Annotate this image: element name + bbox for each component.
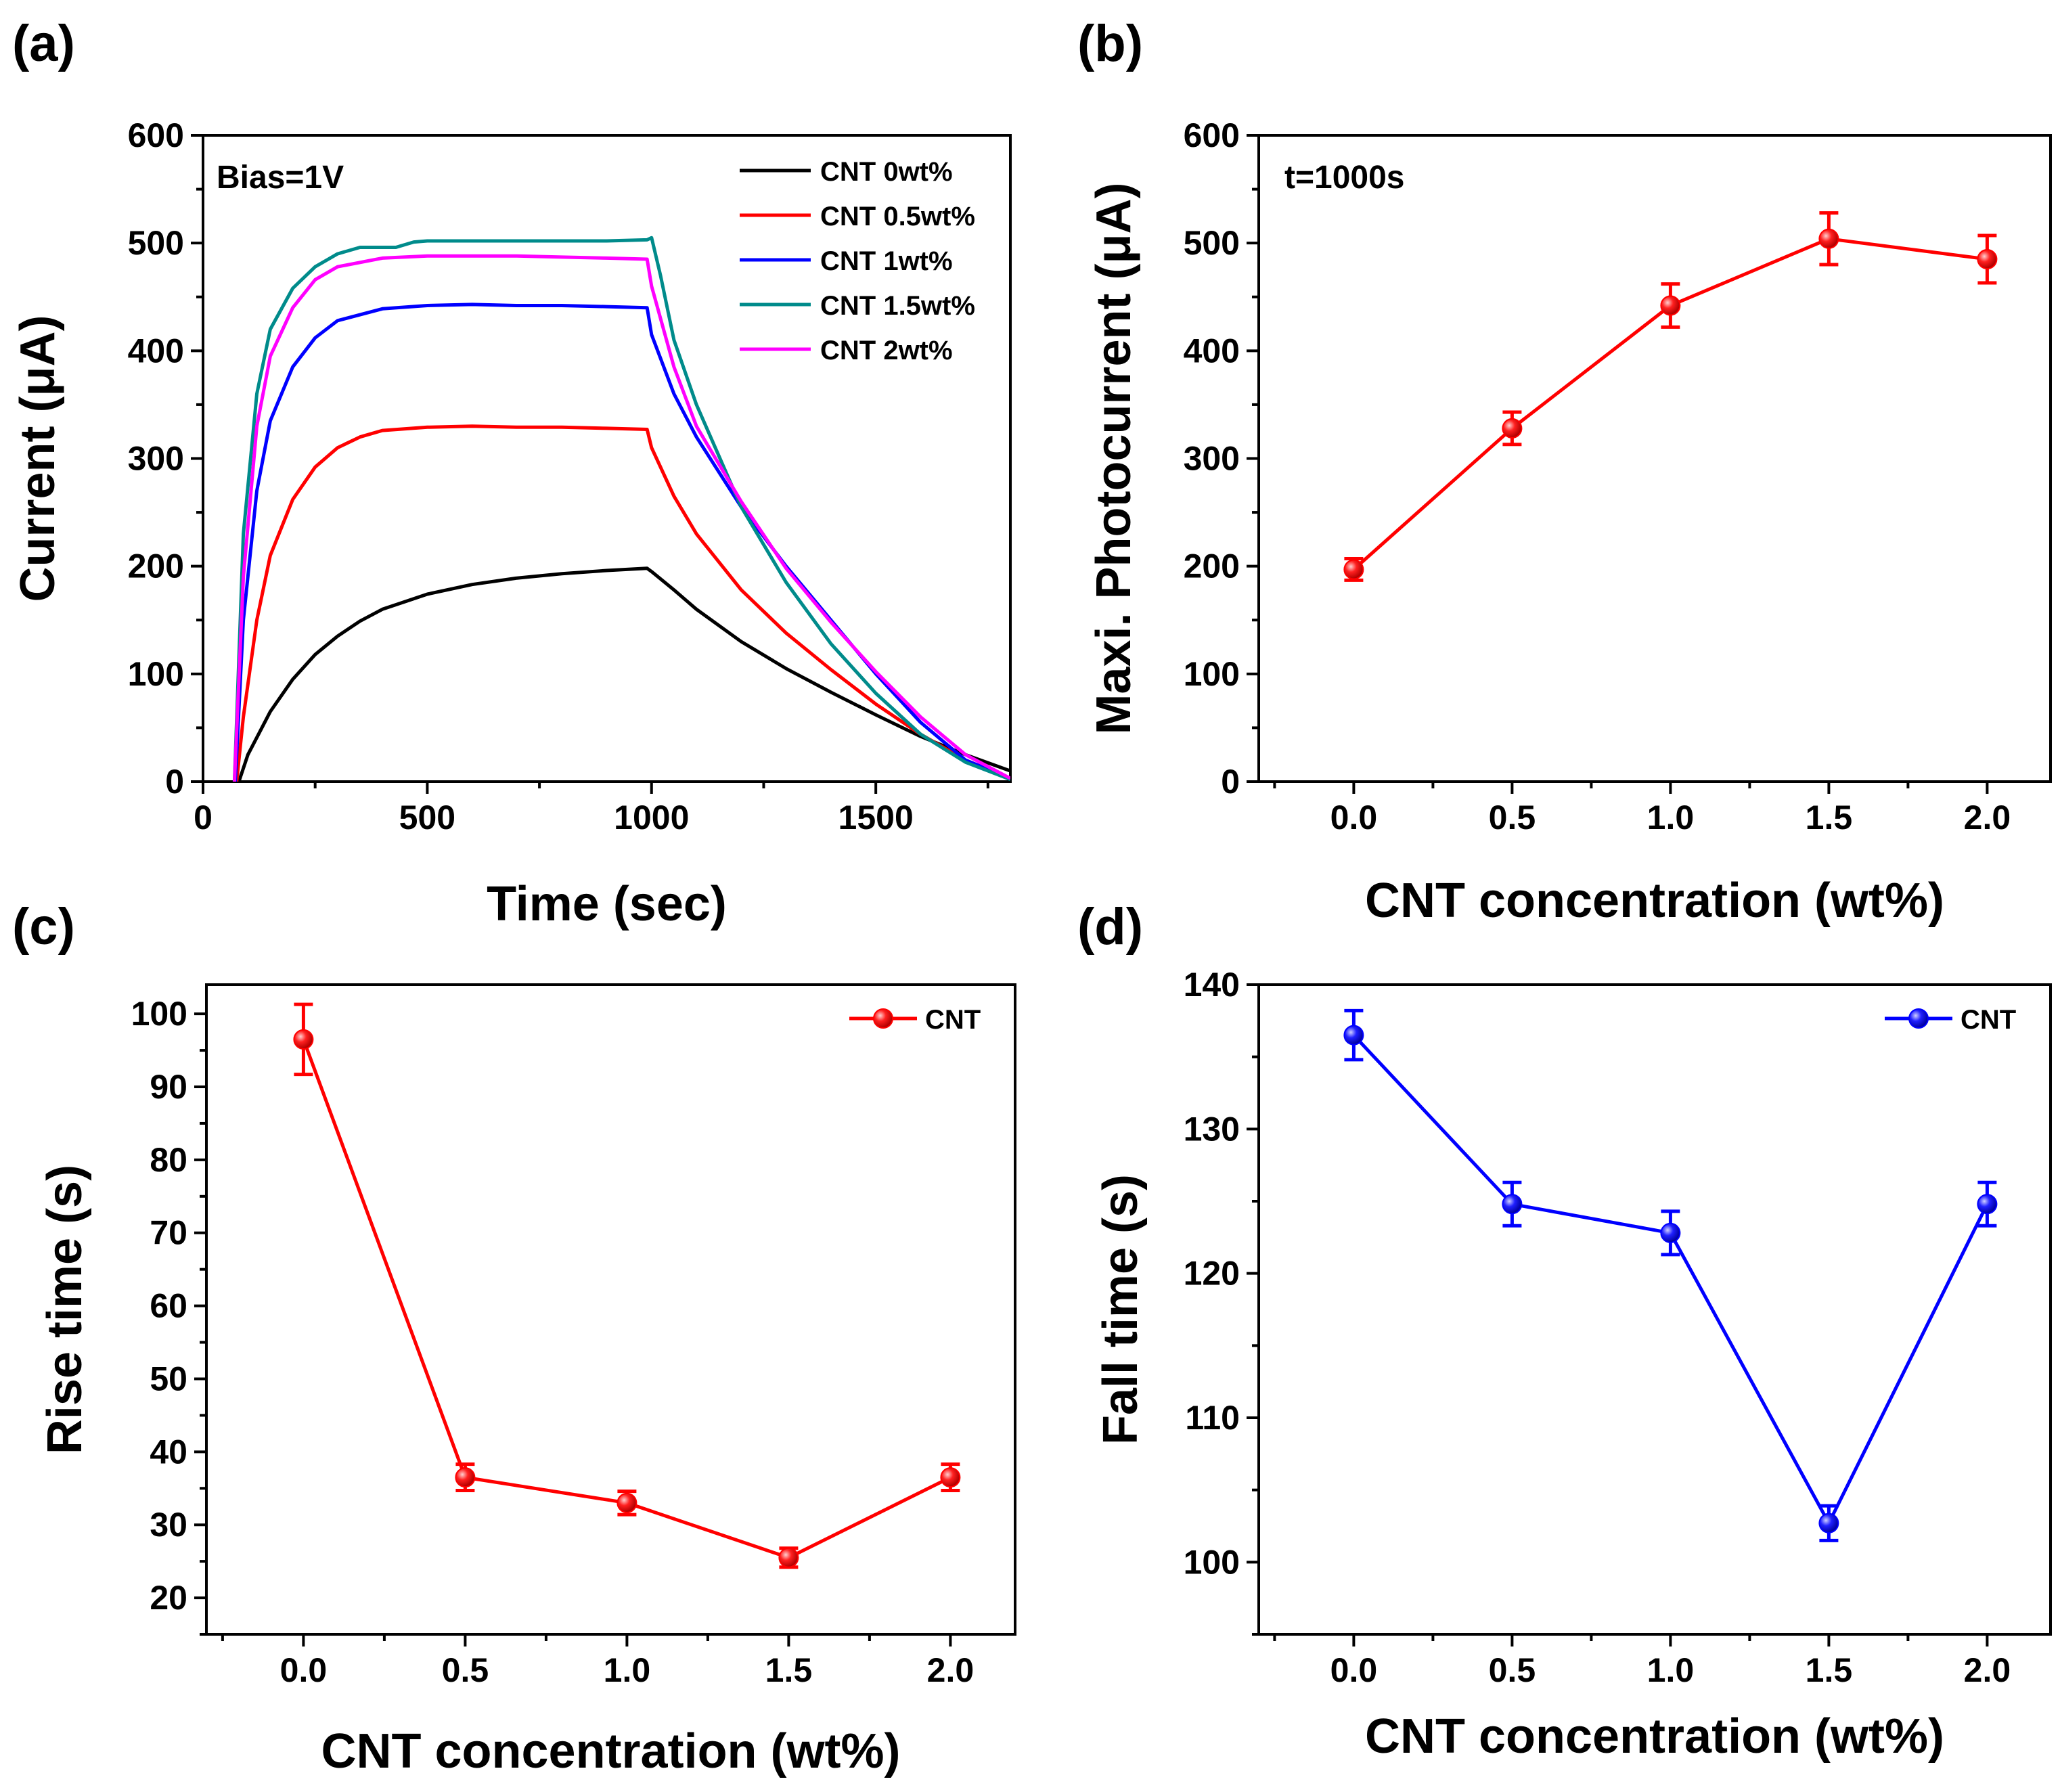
y-tick-label: 80	[150, 1141, 187, 1179]
data-point	[1660, 1222, 1681, 1243]
x-tick-label: 0	[194, 799, 212, 836]
series-line-cnt-1-5wt-	[232, 236, 1010, 782]
x-tick-label: 1.5	[765, 1651, 813, 1689]
legend-label: CNT 2wt%	[820, 336, 953, 365]
x-tick-label: 500	[399, 799, 455, 836]
y-tick-label: 0	[165, 763, 184, 801]
y-axis-title: Rise time (s)	[38, 1165, 92, 1454]
x-tick-label: 1.5	[1806, 799, 1853, 836]
x-tick-label: 2.0	[927, 1651, 975, 1689]
y-tick-label: 120	[1184, 1255, 1240, 1293]
y-tick-label: 60	[150, 1287, 187, 1325]
legend-label: CNT 0.5wt%	[820, 202, 975, 231]
legend-label: CNT	[1961, 1005, 2016, 1035]
data-point	[1343, 559, 1364, 580]
y-tick-label: 40	[150, 1433, 187, 1471]
panel-label: (a)	[12, 15, 75, 72]
x-tick-label: 0.0	[1330, 1651, 1378, 1689]
y-tick-label: 130	[1184, 1110, 1240, 1148]
y-tick-label: 50	[150, 1360, 187, 1397]
data-point	[1977, 1194, 1998, 1215]
x-axis-title: Time (sec)	[487, 877, 727, 931]
data-point	[1502, 418, 1523, 439]
panel-d: (d) 0.0 0.5 1.0 1.5 2.0 100 110 120 130 140 CNT con…	[1077, 898, 2052, 1764]
y-tick-label: 110	[1185, 1399, 1240, 1437]
legend-marker	[1908, 1008, 1929, 1029]
y-tick-label: 300	[1184, 440, 1240, 478]
x-tick-label: 0.5	[442, 1651, 489, 1689]
y-axis-title: Current (μA)	[11, 315, 65, 602]
y-axis-title: Fall time (s)	[1094, 1174, 1148, 1445]
panel-c: (c) 0.0 0.5 1.0 1.5 2.0 20 30 40 50 60 70 80 90 100 CNT…	[12, 898, 1016, 1778]
data-point	[1818, 1513, 1839, 1533]
panel-label: (b)	[1077, 15, 1143, 72]
y-tick-label: 70	[150, 1214, 187, 1252]
panel-a: (a) 0 500 1000 1500 0 100 200 300 400 500 600 Time (…	[11, 15, 1012, 931]
x-tick-label: 1500	[838, 799, 914, 836]
series-line-cnt-0wt-	[237, 566, 1010, 782]
legend-marker	[873, 1008, 893, 1029]
plot-frame	[1257, 134, 2052, 783]
x-tick-label: 2.0	[1964, 799, 2011, 836]
legend-label: CNT 1wt%	[820, 246, 953, 276]
panel-label: (d)	[1077, 898, 1143, 956]
y-tick-label: 500	[1184, 224, 1240, 262]
y-tick-label: 600	[1184, 116, 1240, 154]
data-point	[293, 1029, 314, 1050]
y-tick-label: 30	[150, 1506, 187, 1544]
data-point	[1818, 228, 1839, 249]
data-point	[455, 1467, 476, 1488]
data-point	[940, 1467, 961, 1488]
data-point	[1660, 295, 1681, 316]
y-tick-label: 140	[1184, 966, 1240, 1004]
x-tick-label: 0.5	[1489, 799, 1536, 836]
x-axis-title: CNT concentration (wt%)	[321, 1724, 901, 1778]
series-line	[302, 1039, 951, 1560]
x-axis-title: CNT concentration (wt%)	[1365, 1709, 1944, 1764]
x-tick-label: 1.5	[1806, 1651, 1853, 1689]
x-tick-label: 0.0	[1330, 799, 1378, 836]
y-tick-label: 200	[1184, 547, 1240, 585]
x-axis-title: CNT concentration (wt%)	[1365, 874, 1944, 928]
series-line-cnt-2wt-	[232, 254, 1010, 782]
series-line-cnt-0-5wt-	[235, 424, 1010, 782]
y-tick-label: 200	[128, 547, 184, 585]
y-tick-label: 0	[1221, 763, 1240, 801]
data-point	[1502, 1194, 1523, 1215]
plot-frame	[205, 983, 1016, 1636]
annotation: Bias=1V	[217, 160, 344, 196]
y-tick-label: 100	[1184, 655, 1240, 693]
y-tick-label: 400	[1184, 332, 1240, 369]
x-tick-label: 0.5	[1489, 1651, 1536, 1689]
data-point	[1343, 1025, 1364, 1046]
legend-label: CNT	[925, 1005, 981, 1035]
x-tick-label: 1.0	[1647, 799, 1695, 836]
legend-label: CNT 1.5wt%	[820, 291, 975, 321]
data-point	[1977, 249, 1998, 270]
legend-label: CNT 0wt%	[820, 157, 953, 187]
y-tick-label: 20	[150, 1579, 187, 1617]
y-tick-label: 300	[128, 440, 184, 478]
y-tick-label: 500	[128, 224, 184, 262]
y-tick-label: 100	[1184, 1543, 1240, 1581]
series-line	[1352, 1033, 1989, 1525]
annotation: t=1000s	[1284, 160, 1405, 196]
x-tick-label: 1.0	[1647, 1651, 1695, 1689]
y-tick-label: 100	[131, 995, 187, 1033]
y-tick-label: 600	[128, 116, 184, 154]
y-tick-label: 100	[128, 655, 184, 693]
panel-b: (b) 0.0 0.5 1.0 1.5 2.0 0 100 200 300 400 500 600 CNT…	[1077, 15, 2052, 928]
x-tick-label: 1000	[614, 799, 689, 836]
y-tick-label: 400	[128, 332, 184, 369]
data-point	[617, 1492, 637, 1513]
x-tick-label: 1.0	[604, 1651, 651, 1689]
y-tick-label: 90	[150, 1068, 187, 1106]
x-tick-label: 2.0	[1964, 1651, 2011, 1689]
x-tick-label: 0.0	[280, 1651, 328, 1689]
y-axis-title: Maxi. Photocurrent (μA)	[1087, 182, 1141, 734]
panel-label: (c)	[12, 898, 75, 956]
plot-frame	[1257, 983, 2052, 1636]
data-point	[778, 1547, 799, 1568]
